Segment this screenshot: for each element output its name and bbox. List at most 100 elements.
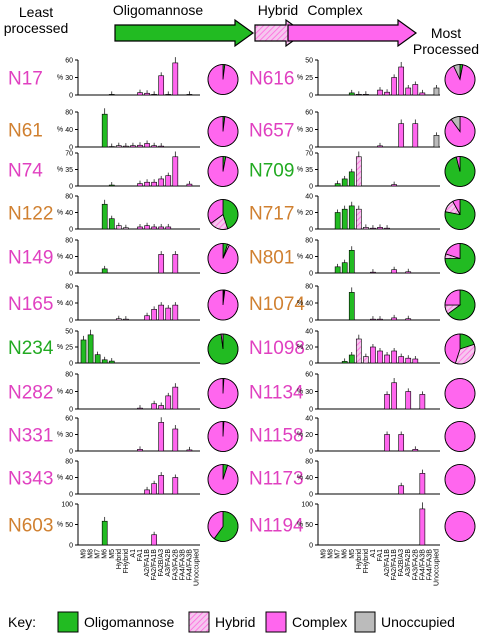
bar-fa4-fa3b (419, 92, 426, 96)
y-unit: % (297, 300, 303, 307)
bar-fa1 (377, 227, 383, 230)
x-tick-label: A1 (370, 549, 377, 558)
site-label: N657 (249, 121, 294, 142)
bar-fa3-fa2b (172, 156, 179, 187)
bar-m7 (334, 183, 341, 187)
key-swatch-hybrid (188, 611, 210, 633)
x-tick-label: FA1 (377, 549, 384, 562)
x-tick-label: FA3/FA2B (412, 549, 419, 581)
bar-fa3-fa2b (172, 428, 179, 452)
bar-fa2b-a3 (158, 422, 165, 452)
pie-chart (207, 116, 239, 147)
panel-n282: N282 0 40 80% (8, 372, 239, 414)
y-tick-label: 40 (65, 301, 73, 308)
bar-fhybrid (363, 227, 369, 230)
bar-fa2-fa1b (391, 350, 397, 364)
bar-fa3-fa2b (412, 84, 419, 96)
bar-unoccupied (433, 135, 440, 148)
site-label: N603 (8, 516, 53, 537)
y-tick-label: 40 (65, 475, 73, 482)
bar-m7 (94, 354, 101, 364)
pie-chart (444, 156, 476, 187)
pie-outline (444, 333, 476, 365)
y-tick-label: 100 (61, 502, 73, 509)
y-tick-label: 0 (309, 93, 313, 100)
bar-fa1 (137, 226, 143, 230)
y-tick-label: 40 (305, 329, 313, 336)
y-tick-label: 0 (69, 543, 73, 550)
bar-fa2-fa1b (151, 226, 157, 230)
x-tick-label: M9 (81, 549, 88, 559)
bar-fa1 (137, 183, 143, 187)
panel-n709: N709 0 35 70% (249, 151, 476, 191)
bar-fa2-fa1b (391, 77, 397, 96)
bar-fa1 (137, 449, 143, 452)
site-label: N1158 (249, 426, 304, 447)
bar-m6 (101, 359, 108, 364)
site-label: N1098 (249, 338, 305, 359)
bar-m6 (341, 262, 348, 274)
y-tick-label: 0 (309, 318, 313, 325)
y-tick-label: 35 (65, 167, 73, 174)
bar-a2-fa1b (144, 181, 150, 187)
y-tick-label: 30 (65, 432, 73, 439)
panel-n17: N17 0 30 60% (8, 57, 239, 100)
complex-arrow (287, 18, 418, 48)
bar-m5 (348, 250, 355, 274)
y-tick-label: 40 (65, 127, 73, 134)
pie-outline (444, 116, 476, 147)
y-tick-label: 70 (65, 151, 73, 158)
bar-m5 (108, 360, 115, 364)
panel-n1098: N1098 0 20 40% (249, 329, 476, 368)
bar-m5 (348, 92, 355, 96)
bar-m5 (348, 292, 355, 321)
y-tick-label: 50 (65, 329, 73, 336)
x-tick-label: FA2/FA1B (391, 549, 398, 581)
pie-chart (207, 511, 239, 542)
panel-n801: N801 0 40 80% (249, 238, 476, 278)
bar-fa2-fa1b (151, 483, 157, 495)
y-unit: % (57, 167, 63, 174)
panel-n122: N122 0 40 80% (8, 194, 239, 234)
complex-arrow-label: Complex (307, 2, 362, 18)
y-tick-label: 60 (305, 372, 313, 379)
y-tick-label: 50 (65, 522, 73, 529)
panel-n1194: N1194 0 50 100% M9 M8 M7 M6 M5 Hybrid FHybrid A1 FA1… (249, 502, 476, 586)
pie-outline (444, 64, 476, 95)
bar-fa2-fa1b (151, 181, 157, 187)
pie-outline (207, 243, 239, 274)
y-tick-label: 80 (65, 238, 73, 245)
oligomannose-arrow (114, 18, 255, 48)
bar-a2-fa1b (144, 92, 150, 96)
x-tick-label: Hybrid (356, 549, 363, 569)
x-tick-label: FA2B/A3 (158, 549, 165, 577)
bar-fa2b-a3 (158, 75, 165, 96)
key-unoccupied: Unoccupied (381, 614, 455, 630)
pie-outline (207, 289, 239, 321)
bar-fhybrid (123, 318, 129, 321)
bar-fa2-fa1b (391, 382, 397, 410)
site-label: N717 (249, 204, 294, 225)
bar-m6 (101, 268, 108, 274)
bar-hybrid (355, 94, 362, 96)
bar-hybrid (115, 318, 122, 321)
bar-a2-fa1b (384, 394, 390, 410)
bar-fhybrid (123, 227, 129, 230)
bar-fa3-fa2b (412, 358, 419, 364)
bar-fa2-fa1b (391, 317, 397, 321)
pie-chart (444, 199, 476, 230)
bar-m5 (348, 354, 355, 364)
bar-fa3-fa2b (412, 123, 419, 148)
key-oligomannose: Oligomannose (84, 614, 174, 630)
y-unit: % (57, 475, 63, 482)
y-tick-label: 0 (309, 271, 313, 278)
bar-fa2b-a3 (398, 485, 405, 495)
y-tick-label: 30 (305, 127, 313, 134)
bar-a3-fa2b (165, 395, 172, 410)
bar-fa2-fa1b (391, 184, 397, 187)
y-tick-label: 0 (69, 227, 73, 234)
y-tick-label: 0 (309, 227, 313, 234)
bar-fhybrid (363, 356, 369, 364)
pie-chart (207, 64, 239, 95)
